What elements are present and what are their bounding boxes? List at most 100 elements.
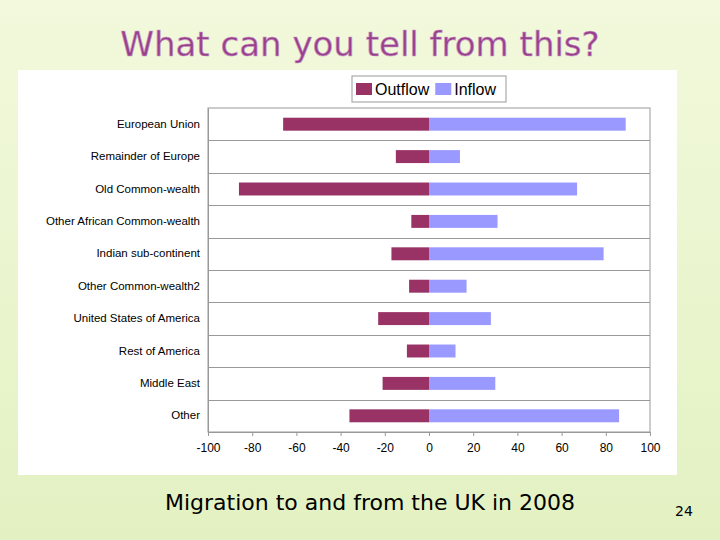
x-tick-label: 0 (426, 441, 433, 455)
bar (429, 215, 498, 228)
slide: What can you tell from this? -100 -80 -60 -4… (0, 0, 720, 540)
caption: Migration to and from the UK in 2008 (165, 490, 575, 515)
x-tick-mark (429, 432, 430, 436)
x-tick: 80 (600, 432, 614, 455)
y-tick-label: Other Common-wealth2 (78, 280, 200, 292)
y-tick: Other Common-wealth2 (78, 280, 208, 292)
bar (396, 150, 429, 163)
x-tick-label: -40 (332, 441, 350, 455)
bar (429, 118, 626, 131)
bar (283, 118, 429, 131)
y-tick-label: United States of America (73, 312, 200, 324)
x-tick-mark (606, 432, 607, 436)
x-tick: 100 (640, 432, 660, 455)
y-tick: Rest of America (119, 345, 208, 357)
y-tick-label: Indian sub-continent (96, 247, 200, 259)
bar (349, 409, 429, 422)
grid (208, 141, 650, 401)
x-tick: 20 (467, 432, 481, 455)
x-tick: -40 (332, 432, 350, 455)
chart-panel (18, 70, 677, 475)
bar (429, 247, 604, 260)
bar (429, 280, 467, 293)
legend: Outflow Inflow (352, 76, 506, 102)
y-tick: European Union (117, 118, 208, 130)
x-tick: -60 (288, 432, 306, 455)
y-tick: Other African Common-wealth (46, 215, 208, 227)
y-tick-label: Other African Common-wealth (46, 215, 200, 227)
grid-line (208, 400, 650, 401)
x-axis-line (209, 433, 651, 437)
y-tick-label: Old Common-wealth (95, 183, 200, 195)
x-tick-label: 100 (640, 441, 660, 455)
bars (239, 118, 626, 423)
y-tick: Other (171, 409, 208, 421)
bar (391, 247, 429, 260)
y-tick-label: European Union (117, 118, 200, 130)
grid-line (208, 238, 650, 239)
x-tick-label: 20 (467, 441, 481, 455)
x-tick-label: -20 (377, 441, 395, 455)
x-tick-mark (385, 432, 386, 436)
legend-item: Inflow (435, 81, 496, 98)
x-tick-label: 40 (511, 441, 525, 455)
x-tick-mark (296, 432, 297, 436)
grid-line (208, 205, 650, 206)
x-tick-mark (252, 432, 253, 436)
plot-frame (208, 108, 650, 432)
y-tick: Middle East (140, 377, 208, 389)
grid-line (208, 140, 650, 141)
y-tick-label: Other (171, 409, 200, 421)
x-tick-mark (208, 432, 209, 436)
bar (407, 345, 429, 358)
x-tick-label: 60 (555, 441, 569, 455)
x-tick-mark (650, 432, 651, 436)
x-tick-mark (517, 432, 518, 436)
x-tick: 40 (511, 432, 525, 455)
bar (378, 312, 429, 325)
y-tick: United States of America (73, 312, 208, 324)
background (0, 0, 720, 540)
x-tick-label: 80 (600, 441, 614, 455)
x-tick-label: -60 (288, 441, 306, 455)
slide-number: 24 (675, 503, 693, 519)
title: What can you tell from this? (120, 24, 599, 64)
bar (411, 215, 429, 228)
grid-line (208, 302, 650, 303)
bar (239, 183, 429, 196)
y-tick: Old Common-wealth (95, 183, 208, 195)
bar (429, 409, 619, 422)
legend-swatch (435, 83, 451, 95)
x-tick: -80 (244, 432, 262, 455)
y-axis-line (208, 109, 209, 433)
legend-label: Outflow (375, 81, 430, 98)
legend-box (352, 76, 506, 102)
y-tick-label: Rest of America (119, 345, 201, 357)
x-tick: -20 (377, 432, 395, 455)
bar (429, 345, 456, 358)
x-tick-mark (473, 432, 474, 436)
bar (383, 377, 429, 390)
x-tick-label: -80 (244, 441, 262, 455)
grid-line (208, 335, 650, 336)
bar (429, 150, 460, 163)
grid-line (208, 270, 650, 271)
x-tick: -100 (196, 432, 220, 455)
bar (429, 312, 491, 325)
x-tick: 0 (426, 432, 433, 455)
x-tick-mark (341, 432, 342, 436)
grid-line (208, 173, 650, 174)
bar (429, 377, 495, 390)
legend-label: Inflow (454, 81, 496, 98)
x-tick: 60 (555, 432, 569, 455)
x-axis: -100 -80 -60 -40 -20 0 20 40 60 80 100 (196, 432, 660, 455)
y-tick-label: Middle East (140, 377, 201, 389)
y-tick: Indian sub-continent (96, 247, 208, 259)
x-tick-mark (562, 432, 563, 436)
legend-item: Outflow (356, 81, 430, 98)
bar (429, 183, 577, 196)
legend-swatch (356, 83, 372, 95)
y-tick-label: Remainder of Europe (91, 150, 200, 162)
grid-line (208, 367, 650, 368)
y-axis: European Union Remainder of Europe Old Com… (46, 109, 209, 433)
